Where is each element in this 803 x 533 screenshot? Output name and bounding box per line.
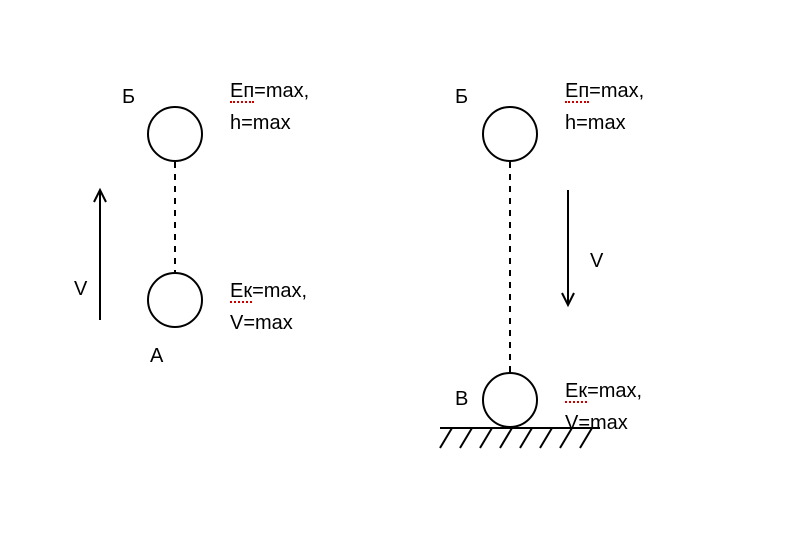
left-bottom-text-e: Ек <box>230 281 252 303</box>
right-bottom-circle <box>482 372 538 428</box>
left-top-circle <box>147 106 203 162</box>
right-top-text-suffix1: =max, <box>589 80 644 102</box>
left-bottom-circle <box>147 272 203 328</box>
diagram-svg <box>0 0 803 533</box>
left-bottom-text: Ек=max, V=max <box>230 275 307 339</box>
right-top-circle <box>482 106 538 162</box>
left-bottom-text-line2: V=max <box>230 312 293 334</box>
left-top-text-e: Еп <box>230 81 254 103</box>
left-top-text-line2: h=max <box>230 112 291 134</box>
left-bottom-circle-label: А <box>150 345 163 368</box>
right-velocity-label: V <box>590 250 603 273</box>
right-bottom-circle-label: В <box>455 388 468 411</box>
left-top-text: Еп=max, h=max <box>230 75 309 139</box>
right-top-text: Еп=max, h=max <box>565 75 644 139</box>
right-top-text-e: Еп <box>565 81 589 103</box>
left-velocity-label: V <box>74 278 87 301</box>
left-top-circle-label: Б <box>122 86 135 109</box>
right-bottom-text: Ек=max, V=max <box>565 375 642 439</box>
left-top-text-suffix1: =max, <box>254 80 309 102</box>
right-bottom-text-line2: V=max <box>565 412 628 434</box>
right-bottom-text-e: Ек <box>565 381 587 403</box>
right-top-circle-label: Б <box>455 86 468 109</box>
left-bottom-text-suffix1: =max, <box>252 280 307 302</box>
right-top-text-line2: h=max <box>565 112 626 134</box>
right-bottom-text-suffix1: =max, <box>587 380 642 402</box>
